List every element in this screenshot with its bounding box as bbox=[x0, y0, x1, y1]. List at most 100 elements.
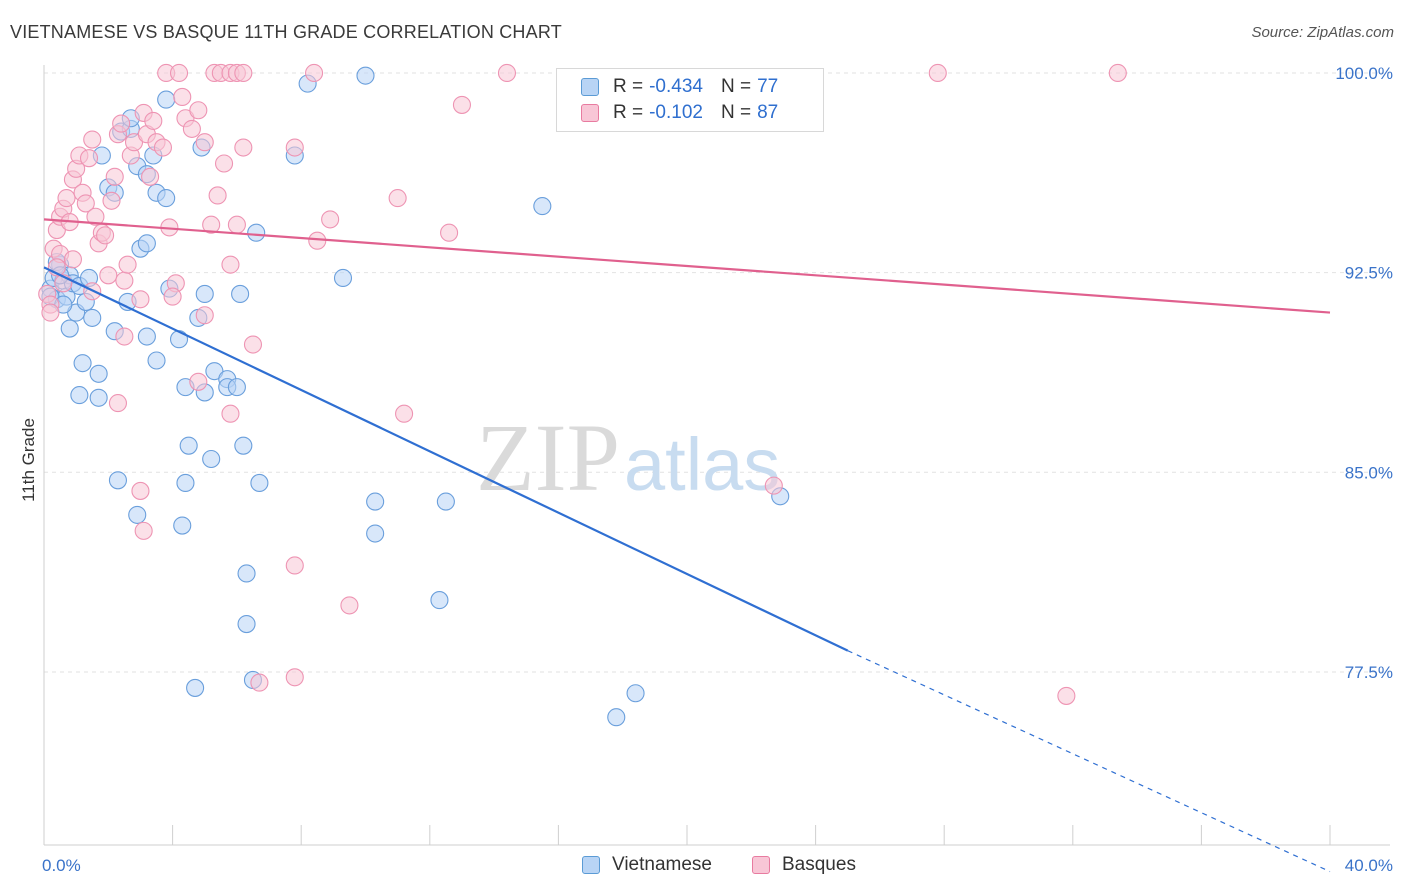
point-basques bbox=[115, 271, 134, 290]
legend-swatch-vietnamese bbox=[582, 856, 600, 874]
point-vietnamese bbox=[83, 308, 102, 327]
point-basques bbox=[163, 287, 182, 306]
point-basques bbox=[79, 149, 99, 168]
point-basques bbox=[221, 255, 240, 274]
point-basques bbox=[202, 215, 221, 234]
r-value: -0.434 bbox=[649, 76, 703, 97]
point-vietnamese bbox=[186, 678, 205, 697]
n-label: N = bbox=[720, 76, 752, 97]
point-basques bbox=[208, 186, 227, 205]
legend-swatch-vietnamese bbox=[581, 78, 599, 96]
point-basques bbox=[452, 95, 472, 114]
point-vietnamese bbox=[533, 197, 552, 216]
data-points bbox=[38, 63, 1127, 727]
point-basques bbox=[108, 394, 127, 413]
point-basques bbox=[1108, 63, 1127, 83]
trend-line-extension-vietnamese bbox=[847, 650, 1331, 873]
point-basques bbox=[497, 63, 517, 83]
point-basques bbox=[57, 189, 76, 208]
point-basques bbox=[189, 101, 208, 120]
trend-line-basques bbox=[43, 218, 1331, 314]
y-tick-label: 77.5% bbox=[1345, 663, 1393, 682]
point-basques bbox=[144, 111, 163, 130]
n-value: 77 bbox=[757, 76, 779, 97]
point-vietnamese bbox=[60, 319, 79, 338]
y-tick-label: 92.5% bbox=[1345, 264, 1393, 283]
point-basques bbox=[131, 290, 150, 309]
point-basques bbox=[764, 476, 783, 495]
point-basques bbox=[41, 303, 60, 322]
point-basques bbox=[305, 63, 324, 83]
point-basques bbox=[124, 133, 144, 152]
point-vietnamese bbox=[202, 449, 221, 469]
point-basques bbox=[285, 668, 304, 687]
point-vietnamese bbox=[169, 330, 189, 349]
point-vietnamese bbox=[227, 378, 246, 397]
point-vietnamese bbox=[89, 364, 108, 383]
r-label: R = bbox=[613, 76, 644, 97]
point-basques bbox=[182, 119, 201, 138]
chart-title: VIETNAMESE VS BASQUE 11TH GRADE CORRELAT… bbox=[10, 22, 562, 42]
point-basques bbox=[134, 521, 153, 540]
point-vietnamese bbox=[430, 591, 449, 610]
n-label: N = bbox=[720, 102, 752, 123]
source-label: Source: ZipAtlas.com bbox=[1251, 24, 1394, 41]
point-vietnamese bbox=[333, 268, 353, 288]
point-vietnamese bbox=[234, 436, 253, 455]
watermark-atlas: atlas bbox=[624, 423, 780, 506]
point-basques bbox=[105, 167, 124, 186]
trend-line-vietnamese bbox=[43, 266, 849, 652]
r-value: -0.102 bbox=[649, 102, 703, 123]
point-vietnamese bbox=[73, 354, 92, 373]
trend-lines bbox=[43, 218, 1331, 873]
point-vietnamese bbox=[89, 388, 108, 407]
y-axis-label: 11th Grade bbox=[19, 418, 38, 502]
point-vietnamese bbox=[205, 362, 224, 381]
point-basques bbox=[83, 130, 102, 149]
point-vietnamese bbox=[607, 708, 626, 727]
point-vietnamese bbox=[147, 351, 166, 370]
point-basques bbox=[928, 63, 947, 83]
point-basques bbox=[153, 138, 173, 157]
point-basques bbox=[227, 215, 246, 234]
legend-label-basques: Basques bbox=[782, 854, 856, 875]
x-tick-label: 0.0% bbox=[42, 856, 81, 875]
point-vietnamese bbox=[70, 386, 89, 405]
point-basques bbox=[195, 133, 214, 152]
point-basques bbox=[63, 250, 82, 269]
r-label: R = bbox=[613, 102, 644, 123]
point-basques bbox=[285, 556, 304, 575]
watermark: ZIP atlas bbox=[476, 404, 780, 511]
point-vietnamese bbox=[179, 436, 198, 455]
point-basques bbox=[141, 167, 160, 186]
point-vietnamese bbox=[436, 492, 455, 511]
point-vietnamese bbox=[157, 189, 176, 208]
point-vietnamese bbox=[173, 516, 192, 535]
point-basques bbox=[189, 372, 208, 391]
point-basques bbox=[221, 404, 240, 423]
point-basques bbox=[99, 266, 118, 285]
point-vietnamese bbox=[247, 223, 266, 242]
point-vietnamese bbox=[195, 284, 214, 303]
point-basques bbox=[115, 327, 134, 346]
point-vietnamese bbox=[157, 90, 176, 109]
y-tick-label: 100.0% bbox=[1335, 64, 1393, 83]
point-basques bbox=[285, 138, 304, 157]
point-basques bbox=[102, 191, 121, 210]
point-basques bbox=[321, 210, 340, 229]
point-basques bbox=[243, 335, 263, 354]
point-basques bbox=[388, 189, 407, 208]
point-basques bbox=[173, 87, 192, 106]
legend-swatch-basques bbox=[581, 104, 599, 122]
point-vietnamese bbox=[231, 284, 250, 303]
point-basques bbox=[96, 226, 115, 245]
point-basques bbox=[214, 154, 234, 173]
point-vietnamese bbox=[128, 505, 147, 524]
n-value: 87 bbox=[757, 102, 779, 123]
point-basques bbox=[1057, 686, 1076, 705]
point-vietnamese bbox=[626, 684, 645, 703]
point-vietnamese bbox=[356, 66, 375, 85]
stats-legend: R = -0.434 N = 77 R = -0.102 N = 87 bbox=[556, 68, 824, 132]
point-vietnamese bbox=[176, 473, 195, 493]
